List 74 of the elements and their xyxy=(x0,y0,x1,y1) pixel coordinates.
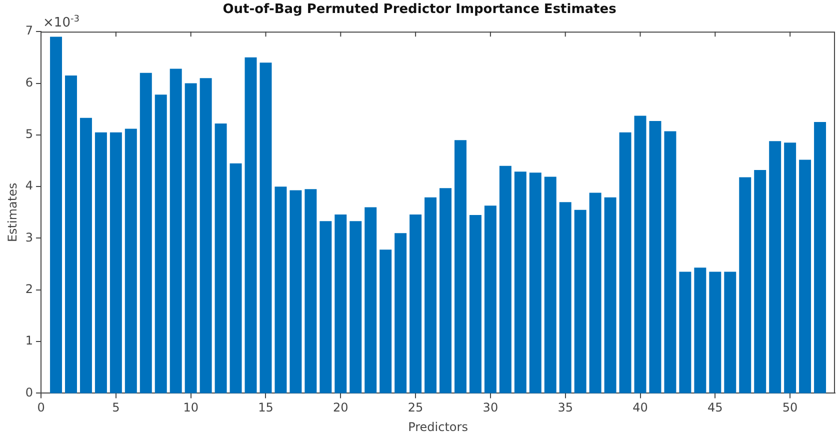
x-tick-label: 50 xyxy=(782,400,798,415)
bar xyxy=(124,128,137,394)
bar xyxy=(544,176,556,394)
y-tick-label: 6 xyxy=(25,75,34,90)
bar xyxy=(739,177,752,394)
bar xyxy=(244,57,257,394)
bar xyxy=(274,186,287,394)
x-tick-label: 0 xyxy=(37,400,45,415)
x-tick-label: 15 xyxy=(258,400,274,415)
bar xyxy=(604,197,616,394)
y-tick-label: 3 xyxy=(25,230,34,244)
y-tick-label: 1 xyxy=(25,334,34,348)
bar xyxy=(80,118,92,394)
bar xyxy=(649,120,662,394)
bar xyxy=(364,207,377,394)
bar xyxy=(814,122,826,394)
bar xyxy=(110,132,122,394)
bar xyxy=(589,192,602,394)
bar xyxy=(200,78,212,394)
bar xyxy=(619,132,632,394)
y-tick-label: 5 xyxy=(25,127,34,142)
bar xyxy=(214,124,227,394)
bar xyxy=(709,272,722,394)
bar xyxy=(484,206,496,394)
bar xyxy=(65,76,77,394)
x-axis-title: Predictors xyxy=(408,420,468,434)
y-tick-label: 7 xyxy=(25,24,34,38)
bar xyxy=(320,221,332,394)
x-tick-label: 40 xyxy=(632,400,648,415)
bar xyxy=(380,250,392,394)
bar xyxy=(440,188,452,394)
bar xyxy=(634,116,646,394)
bar xyxy=(529,172,542,394)
bar xyxy=(469,214,482,394)
x-tick-label: 25 xyxy=(408,400,424,415)
x-tick-label: 45 xyxy=(708,400,723,415)
y-axis-title: Estimates xyxy=(5,182,20,242)
x-tick-label: 20 xyxy=(333,400,348,415)
bar xyxy=(769,141,782,394)
bar xyxy=(799,160,812,394)
bar xyxy=(410,214,422,394)
bar xyxy=(784,142,796,394)
bar xyxy=(94,132,107,394)
bar xyxy=(754,170,766,394)
bar xyxy=(724,272,736,394)
x-tick-label: 35 xyxy=(558,400,573,415)
bar xyxy=(154,94,167,394)
bar xyxy=(574,210,586,394)
x-tick-label: 10 xyxy=(183,400,198,415)
bar xyxy=(170,68,182,394)
x-tick-label: 30 xyxy=(482,400,498,415)
bar xyxy=(694,268,706,394)
bar xyxy=(230,163,242,394)
bar xyxy=(394,233,407,394)
bar xyxy=(50,36,62,394)
chart-title: Out-of-Bag Permuted Predictor Importance Estimates xyxy=(222,2,617,18)
bar xyxy=(184,83,197,394)
bar xyxy=(664,131,676,394)
bar xyxy=(350,221,362,394)
bar xyxy=(334,214,347,394)
bar xyxy=(514,172,526,394)
bar xyxy=(260,62,272,394)
bar xyxy=(304,189,317,394)
y-tick-label: 0 xyxy=(25,385,34,400)
y-tick-label: 4 xyxy=(25,178,34,193)
bar xyxy=(454,140,466,394)
bar xyxy=(290,190,302,394)
bar xyxy=(140,72,152,394)
bar xyxy=(559,202,572,394)
bar xyxy=(499,166,512,394)
x-tick-label: 5 xyxy=(112,400,120,415)
y-tick-label: 2 xyxy=(25,282,34,296)
bar xyxy=(679,272,692,394)
bar xyxy=(424,197,437,394)
